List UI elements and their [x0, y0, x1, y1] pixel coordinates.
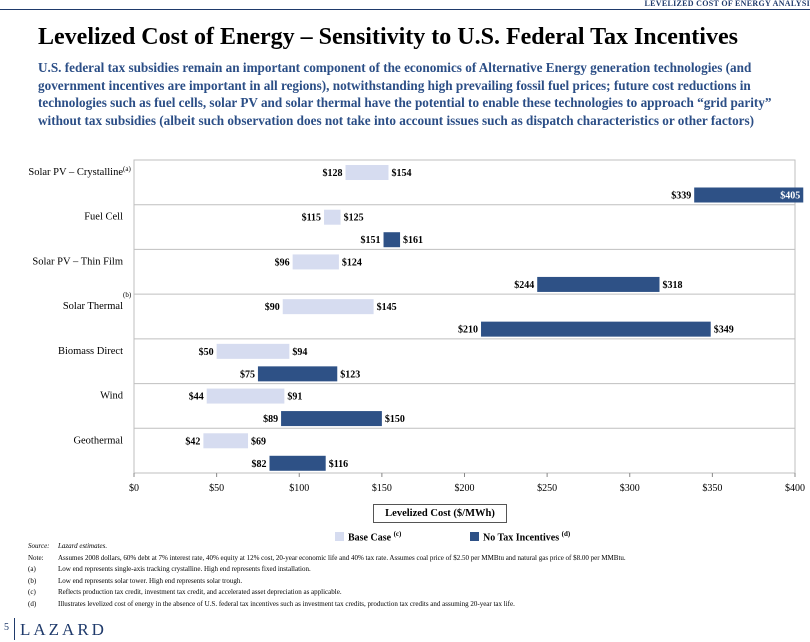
bar-no-tax-high-label: $349: [714, 325, 734, 336]
bar-no-tax-low-label: $151: [361, 235, 381, 246]
note-general: Note: Assumes 2008 dollars, 60% debt at …: [28, 553, 798, 565]
legend-swatch-base: [335, 532, 344, 542]
bar-no-tax: [537, 276, 660, 292]
x-tick-label: $50: [209, 483, 224, 494]
x-tick-label: $250: [537, 483, 557, 494]
bar-no-tax-low-label: $82: [252, 459, 267, 470]
lazard-logo: LAZARD: [20, 620, 107, 639]
bar-no-tax-high-label: $161: [403, 235, 423, 246]
header-rule: [0, 9, 810, 10]
legend-sup-no-tax: (d): [561, 530, 571, 538]
legend-label-base: Base Case: [348, 532, 392, 544]
x-tick-label: $200: [455, 483, 475, 494]
note-source: Source: Lazard estimates.: [28, 541, 798, 553]
bar-no-tax-low-label: $339: [671, 191, 691, 202]
bar-base: [216, 343, 290, 359]
bar-base-high-label: $69: [251, 436, 266, 447]
legend-sup-base: (c): [393, 530, 402, 538]
note-b: (b) Low end represents solar tower. High…: [28, 576, 798, 588]
bar-base-low-label: $96: [275, 257, 290, 268]
x-tick-label: $0: [129, 483, 139, 494]
category-label: Solar PV – Crystalline: [28, 167, 123, 178]
bar-no-tax: [383, 232, 401, 248]
bar-base: [206, 388, 285, 404]
bar-no-tax-low-label: $75: [240, 369, 255, 380]
page-subtitle: U.S. federal tax subsidies remain an imp…: [38, 60, 772, 128]
x-tick-label: $350: [702, 483, 722, 494]
plot-frame: [133, 159, 796, 474]
category-label: Solar Thermal: [63, 301, 123, 312]
footnotes: Source: Lazard estimates. Note: Assumes …: [28, 541, 798, 610]
legend-no-tax: No Tax Incentives (d): [470, 530, 570, 543]
bar-base-high-label: $154: [391, 168, 411, 179]
page-number-divider: [14, 618, 15, 640]
bar-base-low-label: $44: [189, 392, 204, 403]
note-d-key: (d): [28, 599, 37, 608]
bar-base: [345, 165, 389, 180]
bar-base-high-label: $125: [344, 213, 364, 224]
note-c-key: (c): [28, 588, 36, 596]
page-number: 5: [4, 622, 9, 633]
bar-base: [282, 299, 374, 315]
bar-no-tax: [694, 187, 804, 203]
note-d: (d) Illustrates levelized cost of energy…: [28, 599, 798, 611]
bar-no-tax-high-label: $123: [340, 369, 360, 380]
bar-no-tax-high-label: $116: [329, 459, 348, 470]
category-footnote-marker: (b): [123, 291, 132, 299]
bar-base-high-label: $124: [342, 257, 362, 268]
category-label: Biomass Direct: [58, 346, 123, 357]
page-title: Levelized Cost of Energy – Sensitivity t…: [38, 24, 738, 50]
bar-no-tax: [481, 321, 711, 337]
category-label: Fuel Cell: [84, 212, 123, 223]
bar-no-tax-high-label: $405: [780, 191, 800, 202]
note-a-key: (a): [28, 565, 36, 573]
header-tag: LEVELIZED COST OF ENERGY ANALYSI: [644, 0, 810, 8]
note-a: (a) Low end represents single-axis track…: [28, 564, 798, 576]
bar-no-tax: [281, 411, 382, 427]
note-general-key: Note:: [28, 553, 44, 562]
bar-base-high-label: $145: [377, 302, 397, 313]
legend-base-case: Base Case (c): [335, 530, 401, 543]
bar-base: [203, 433, 249, 449]
bar-no-tax: [257, 366, 338, 382]
bar-base-low-label: $90: [265, 302, 280, 313]
note-d-text: Illustrates levelized cost of energy in …: [58, 599, 515, 608]
category-label: Solar PV – Thin Film: [32, 256, 123, 267]
bar-base: [324, 209, 341, 225]
x-tick-label: $100: [289, 483, 309, 494]
legend-label-no-tax: No Tax Incentives: [483, 532, 560, 544]
bar-base-low-label: $128: [323, 168, 343, 179]
note-source-text: Lazard estimates.: [58, 542, 108, 550]
note-source-key: Source:: [28, 542, 50, 550]
bar-no-tax-low-label: $89: [263, 414, 278, 425]
note-a-text: Low end represents single-axis tracking …: [58, 565, 311, 573]
x-tick-label: $400: [785, 483, 805, 494]
category-label: Wind: [100, 391, 124, 402]
category-footnote-marker: (a): [123, 165, 131, 173]
category-label: Geothermal: [73, 435, 123, 446]
note-general-text: Assumes 2008 dollars, 60% debt at 7% int…: [58, 553, 626, 562]
bar-no-tax-high-label: $150: [385, 414, 405, 425]
bar-base-low-label: $50: [199, 347, 214, 358]
note-b-text: Low end represents solar tower. High end…: [58, 576, 243, 585]
bar-no-tax: [269, 455, 326, 471]
note-b-key: (b): [28, 576, 37, 585]
bar-base-high-label: $91: [287, 392, 302, 403]
x-tick-label: $300: [620, 483, 640, 494]
bar-no-tax-low-label: $244: [514, 280, 534, 291]
note-c: (c) Reflects production tax credit, inve…: [28, 587, 798, 599]
note-c-text: Reflects production tax credit, investme…: [58, 588, 342, 596]
bar-base: [292, 254, 339, 270]
legend-swatch-no-tax: [470, 532, 479, 542]
bar-no-tax-high-label: $318: [662, 280, 682, 291]
bar-base-high-label: $94: [292, 347, 307, 358]
bar-no-tax-low-label: $210: [458, 325, 478, 336]
bar-base-low-label: $42: [185, 436, 200, 447]
bar-base-low-label: $115: [302, 213, 321, 224]
x-axis-label: Levelized Cost ($/MWh): [373, 504, 507, 523]
lcoe-sensitivity-chart: $0 $50 $100 $150 $200 $250 $300 $350 $400 Solar P…: [28, 159, 805, 494]
x-tick-label: $150: [372, 483, 392, 494]
